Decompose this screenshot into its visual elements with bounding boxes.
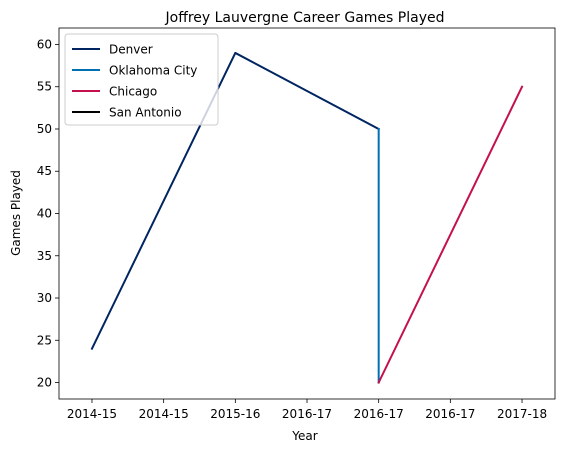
x-tick-label-0: 2014-15 [67,407,117,421]
legend-label-2: Chicago [109,85,157,99]
x-tick-label-1: 2014-15 [139,407,189,421]
y-tick-label-7: 55 [37,80,52,94]
x-tick-label-4: 2016-17 [354,407,404,421]
y-axis-label: Games Played [9,170,23,256]
x-tick-label-3: 2016-17 [282,407,332,421]
legend-label-1: Oklahoma City [109,64,197,78]
legend-label-0: Denver [109,43,153,57]
x-axis-label: Year [291,429,317,443]
x-tick-label-2: 2015-16 [210,407,260,421]
y-tick-label-6: 50 [37,122,52,136]
y-tick-label-0: 20 [37,376,52,390]
plot-lines [90,51,524,384]
chart-title: Joffrey Lauvergne Career Games Played [165,10,445,26]
y-tick-label-8: 60 [37,37,52,51]
series-line-0 [90,51,381,351]
y-tick-label-5: 45 [37,164,52,178]
x-tick-label-6: 2017-18 [497,407,547,421]
x-tick-label-5: 2016-17 [425,407,475,421]
legend-label-3: San Antonio [109,106,182,120]
series-line-2 [377,85,524,384]
legend-box [64,33,219,126]
y-tick-label-3: 35 [37,249,52,263]
y-tick-label-2: 30 [37,291,52,305]
y-tick-label-4: 40 [37,207,52,221]
y-tick-label-1: 25 [37,333,52,347]
legend: Denver Oklahoma City Chicago San Antonio [64,33,219,126]
x-axis-ticks: 2014-15 2014-15 2015-16 2016-17 2016-17 2016-… [67,399,547,421]
y-axis-ticks: 20 25 30 35 40 45 50 55 60 [37,37,59,390]
